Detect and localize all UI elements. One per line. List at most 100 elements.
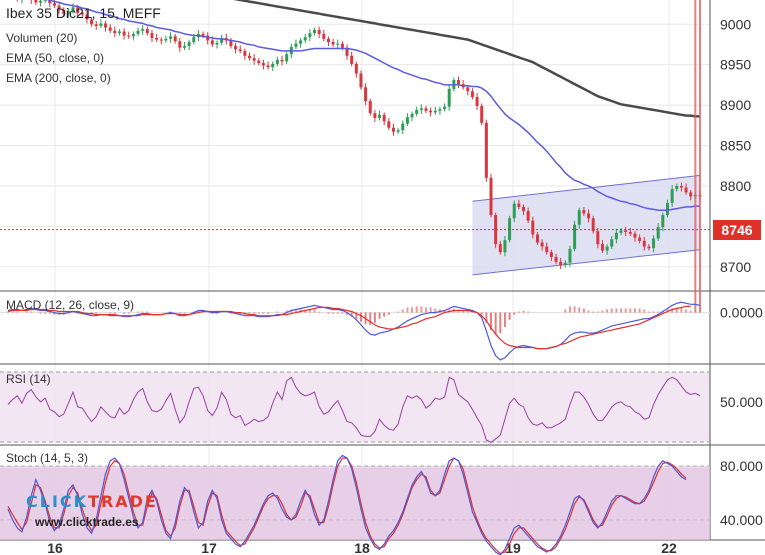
brand-logo-part1: CLICK [26, 492, 89, 511]
candle-body [526, 210, 530, 221]
candle-body [689, 192, 693, 197]
candle-body [238, 49, 242, 51]
candle-body [549, 252, 553, 258]
candle-body [145, 29, 149, 34]
candle-body [559, 261, 563, 266]
candle-body [127, 35, 131, 37]
price-y-tick-label: 9000 [720, 16, 751, 32]
candle-body [317, 29, 321, 34]
candle-body [326, 38, 330, 43]
candle-body [596, 231, 600, 245]
macd-signal-line [7, 305, 691, 350]
candle-body [354, 63, 358, 74]
stoch-k-line [7, 454, 687, 555]
price-y-tick-label: 8850 [720, 138, 751, 154]
candle-body [396, 130, 400, 132]
trend-channel-fill [472, 175, 700, 275]
candle-body [633, 233, 637, 238]
candle-body [679, 185, 683, 188]
candle-body [405, 117, 409, 124]
x-tick-label: 18 [354, 540, 370, 555]
candle-body [535, 234, 539, 243]
candle-body [656, 227, 660, 239]
candle-body [642, 240, 646, 247]
candle-body [308, 33, 312, 38]
candle-body [419, 108, 423, 110]
candle-body [169, 36, 173, 39]
candle-body [76, 7, 80, 13]
candle-body [443, 106, 447, 110]
candle-body [322, 33, 326, 39]
candle-body [638, 237, 642, 241]
candle-body [85, 14, 89, 20]
candle-body [117, 31, 121, 34]
candle-body [610, 239, 614, 247]
price-y-tick-label: 8800 [720, 178, 751, 194]
candle-body [43, 0, 47, 1]
candle-body [600, 244, 604, 251]
candle-body [155, 37, 159, 40]
indicator-label-ema200: EMA (200, close, 0) [6, 71, 111, 85]
candle-body [489, 177, 493, 216]
candle-body [350, 55, 354, 64]
candle-body [429, 110, 433, 113]
candle-body [670, 189, 674, 203]
stoch-y-tick-label: 40.000 [720, 512, 763, 528]
candle-body [382, 114, 386, 122]
candle-body [136, 30, 140, 34]
candle-body [71, 7, 75, 12]
candle-body [57, 5, 61, 10]
brand-logo-part2: TRADE [88, 492, 158, 511]
candle-body [34, 0, 38, 3]
candle-body [480, 105, 484, 123]
candle-body [517, 203, 521, 207]
candle-body [90, 19, 94, 25]
candle-body [80, 12, 84, 15]
candle-body [675, 185, 679, 190]
candle-body [99, 23, 103, 26]
candle-body [331, 42, 335, 45]
x-tick-label: 22 [661, 540, 677, 555]
x-tick-label: 16 [47, 540, 63, 555]
candle-body [368, 101, 372, 114]
candle-body [182, 46, 186, 48]
rsi-band-fill [0, 372, 710, 442]
candle-body [299, 40, 303, 44]
candle-body [605, 246, 609, 251]
candle-body [257, 60, 261, 64]
candle-body [131, 33, 135, 37]
candle-body [206, 35, 210, 41]
candle-body [624, 230, 628, 232]
candle-body [215, 42, 219, 45]
candle-body [470, 91, 474, 97]
candle-body [415, 109, 419, 114]
candle-body [210, 40, 214, 45]
candle-body [424, 108, 428, 111]
candle-body [66, 11, 70, 14]
ema50-line [45, 0, 700, 211]
candle-body [531, 220, 535, 235]
candle-body [234, 46, 238, 50]
candle-body [563, 262, 567, 266]
candle-body [39, 0, 43, 3]
candle-body [503, 240, 507, 253]
candle-body [113, 30, 117, 34]
candle-body [466, 87, 470, 92]
candle-body [373, 113, 377, 119]
candle-body [364, 87, 368, 102]
candle-body [568, 248, 572, 263]
candle-body [187, 42, 191, 47]
candle-body [252, 58, 256, 61]
candle-body [340, 43, 344, 48]
stoch-y-tick-label: 80.000 [720, 458, 763, 474]
candle-body [619, 230, 623, 233]
candle-body [665, 202, 669, 216]
candle-body [522, 206, 526, 211]
candle-body [512, 203, 516, 219]
brand-logo: CLICKTRADE [26, 492, 158, 511]
candle-body [456, 80, 460, 85]
candle-body [391, 127, 395, 132]
macd-line [7, 301, 701, 361]
